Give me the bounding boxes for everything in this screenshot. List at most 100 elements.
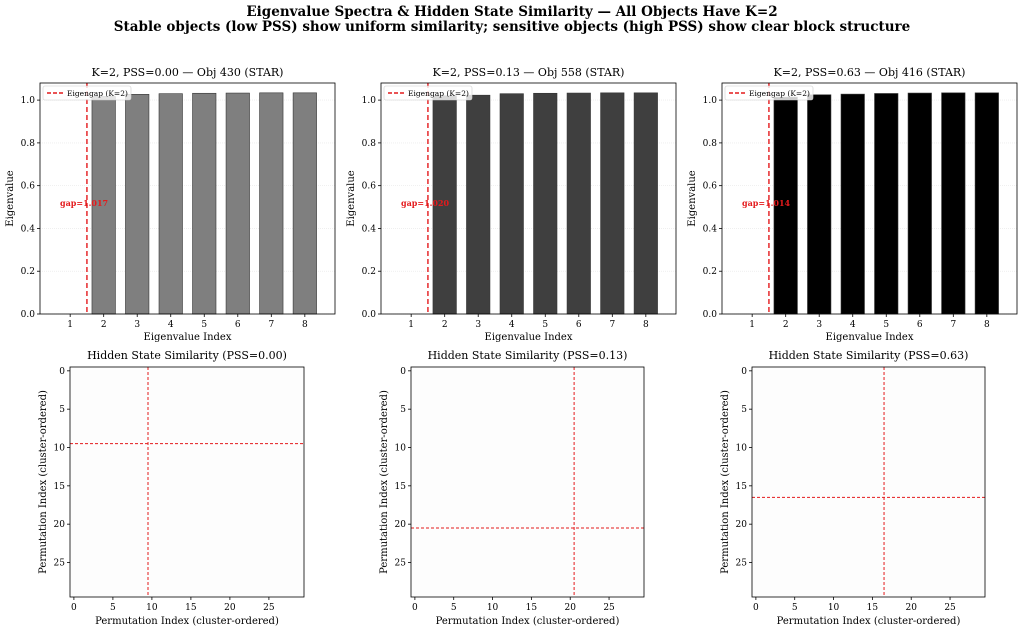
x-tick-label: 3: [816, 320, 822, 330]
y-axis-label: Permutation Index (cluster-ordered): [720, 390, 731, 574]
figure-title-line2: Stable objects (low PSS) show uniform si…: [114, 19, 910, 35]
y-tick-label: 25: [54, 559, 66, 569]
x-tick-label: 7: [609, 320, 615, 330]
y-tick-label: 10: [54, 444, 66, 454]
similarity-matrix: [752, 367, 985, 597]
y-tick-label: 0.6: [21, 182, 36, 192]
x-tick-label: 2: [783, 320, 789, 330]
panels: 0.0 0.2 0.4 0.6 0.8 1.0 1 2 3 4 5 6 7 8 gap=1.017 Eigen…: [5, 66, 1018, 627]
panel-title: Hidden State Similarity (PSS=0.63): [769, 349, 969, 362]
x-tick-label: 0: [753, 603, 759, 613]
x-axis-label: Eigenvalue Index: [485, 332, 573, 343]
bar: [125, 94, 150, 315]
y-tick-label: 15: [54, 482, 66, 492]
bar: [874, 93, 899, 315]
x-tick-label: 0: [71, 603, 77, 613]
y-tick-label: 1.0: [21, 96, 36, 106]
eigenvalue-panel: 0.0 0.2 0.4 0.6 0.8 1.0 1 2 3 4 5 6 7 8 gap=1.014 Eigen…: [687, 66, 1018, 343]
legend-box: [383, 85, 473, 101]
legend-box: [42, 85, 132, 101]
x-tick-label: 7: [950, 320, 956, 330]
y-axis-label: Eigenvalue: [687, 170, 698, 227]
plot-area: [722, 83, 1017, 314]
x-tick-label: 3: [475, 320, 481, 330]
gap-annotation: gap=1.017: [60, 198, 108, 208]
panel-title: Hidden State Similarity (PSS=0.00): [87, 349, 287, 362]
plot-frame: [39, 82, 336, 315]
similarity-matrix: [70, 367, 304, 597]
x-tick-label: 10: [146, 603, 158, 613]
y-tick-label: 0.4: [21, 224, 36, 234]
x-tick-label: 7: [268, 320, 274, 330]
x-tick-label: 6: [576, 320, 582, 330]
legend-label: Eigengap (K=2): [408, 89, 469, 98]
x-tick-label: 3: [134, 320, 140, 330]
y-tick-label: 15: [736, 482, 748, 492]
legend-label: Eigengap (K=2): [749, 89, 810, 98]
y-tick-label: 0: [741, 367, 747, 377]
y-tick-label: 0.6: [703, 182, 718, 192]
x-tick-label: 20: [564, 603, 576, 613]
figure-title-line1: Eigenvalue Spectra & Hidden State Simila…: [246, 4, 777, 20]
x-tick-label: 1: [408, 320, 414, 330]
similarity-matrix: [411, 367, 644, 597]
x-axis-label: Eigenvalue Index: [826, 332, 914, 343]
y-tick-label: 20: [736, 520, 748, 530]
y-tick-label: 25: [395, 559, 407, 569]
bar: [807, 94, 832, 315]
x-tick-label: 1: [67, 320, 73, 330]
bar: [225, 92, 250, 315]
x-tick-label: 25: [603, 603, 615, 613]
similarity-panel: 0 0 5 5 10 10 15 15 20 20 25 25 Hidden State Similar…: [379, 349, 645, 627]
panel-title: K=2, PSS=0.00 — Obj 430 (STAR): [92, 66, 284, 79]
x-tick-label: 5: [110, 603, 116, 613]
similarity-panel: 0 0 5 5 10 10 15 15 20 20 25 25 Hidden State Similar…: [720, 349, 986, 627]
bar: [466, 94, 491, 315]
x-tick-label: 20: [224, 603, 236, 613]
bar: [840, 93, 865, 315]
legend-label: Eigengap (K=2): [67, 89, 128, 98]
plot-frame: [410, 366, 645, 598]
y-tick-label: 5: [59, 405, 65, 415]
x-tick-label: 8: [984, 320, 990, 330]
y-tick-label: 0: [59, 367, 65, 377]
y-tick-label: 0.2: [703, 267, 717, 277]
x-tick-label: 4: [509, 320, 515, 330]
y-tick-label: 0.4: [703, 224, 718, 234]
legend-box: [724, 85, 814, 101]
y-tick-label: 10: [736, 444, 748, 454]
y-tick-label: 0.2: [21, 267, 35, 277]
plot-area: [40, 83, 335, 314]
y-tick-label: 0.2: [362, 267, 376, 277]
bar: [974, 92, 999, 315]
x-tick-label: 25: [263, 603, 275, 613]
plot-frame: [380, 82, 677, 315]
bar: [259, 92, 284, 315]
eigenvalue-panel: 0.0 0.2 0.4 0.6 0.8 1.0 1 2 3 4 5 6 7 8 gap=1.020 Eigen…: [346, 66, 677, 343]
eigenvalue-panel: 0.0 0.2 0.4 0.6 0.8 1.0 1 2 3 4 5 6 7 8 gap=1.017 Eigen…: [5, 66, 336, 343]
x-tick-label: 15: [526, 603, 538, 613]
y-axis-label: Permutation Index (cluster-ordered): [38, 390, 49, 574]
y-tick-label: 5: [741, 405, 747, 415]
y-tick-label: 20: [54, 520, 66, 530]
bar: [533, 92, 558, 315]
x-tick-label: 25: [944, 603, 956, 613]
panel-title: Hidden State Similarity (PSS=0.13): [428, 349, 628, 362]
x-tick-label: 15: [185, 603, 197, 613]
x-axis-label: Eigenvalue Index: [144, 332, 232, 343]
x-tick-label: 10: [487, 603, 499, 613]
x-tick-label: 5: [201, 320, 207, 330]
y-tick-label: 0.0: [703, 310, 718, 320]
x-tick-label: 20: [905, 603, 917, 613]
y-tick-label: 15: [395, 482, 407, 492]
legend: Eigengap (K=2): [42, 85, 132, 101]
x-tick-label: 15: [867, 603, 879, 613]
similarity-panel: 0 0 5 5 10 10 15 15 20 20 25 25 Hidden State Similar…: [38, 349, 305, 627]
x-tick-label: 8: [643, 320, 649, 330]
x-tick-label: 4: [850, 320, 856, 330]
y-tick-label: 0.8: [362, 139, 377, 149]
bar: [633, 92, 658, 315]
y-axis-label: Eigenvalue: [346, 170, 357, 227]
bar: [907, 92, 932, 315]
